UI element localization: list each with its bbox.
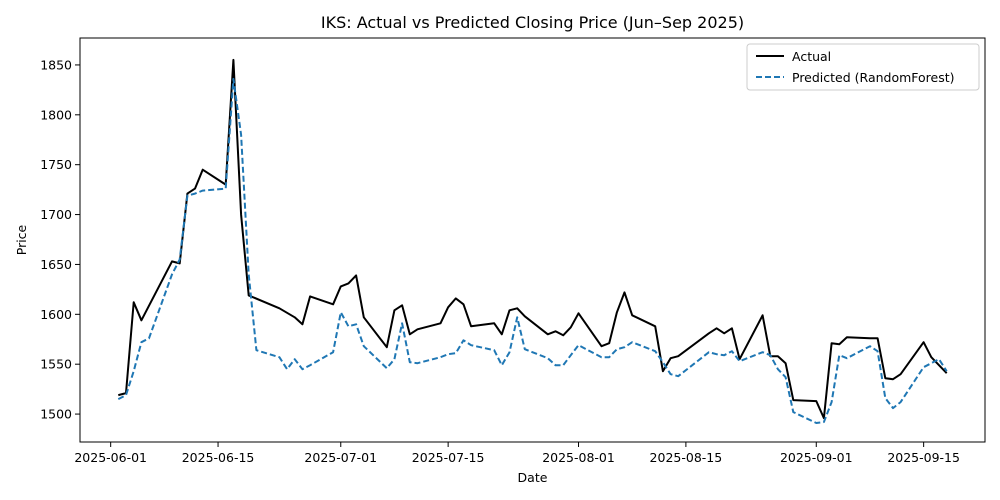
y-tick-label: 1650: [40, 257, 72, 272]
x-axis-title: Date: [518, 470, 548, 485]
chart-title: IKS: Actual vs Predicted Closing Price (…: [321, 13, 744, 32]
series-layer: [117, 58, 948, 424]
legend-label-predicted: Predicted (RandomForest): [792, 70, 955, 85]
x-tick-label: 2025-06-01: [74, 450, 147, 465]
x-tick-label: 2025-07-15: [412, 450, 485, 465]
x-tick-label: 2025-08-15: [650, 450, 723, 465]
y-axis-title: Price: [14, 224, 29, 255]
y-tick-label: 1850: [40, 57, 72, 72]
series-line-predicted: [117, 77, 948, 424]
legend-box: [746, 43, 980, 91]
plot-area-frame: [79, 37, 986, 443]
y-tick-label: 1700: [40, 207, 72, 222]
y-axis: 1500 1550 1600 1650 1700 1750 1800 1850: [40, 57, 80, 422]
x-tick-label: 2025-07-01: [304, 450, 377, 465]
x-tick-label: 2025-09-15: [887, 450, 960, 465]
x-tick-label: 2025-06-15: [182, 450, 255, 465]
legend-label-actual: Actual: [792, 49, 831, 64]
y-tick-label: 1750: [40, 157, 72, 172]
x-tick-label: 2025-08-01: [542, 450, 615, 465]
series-line-actual: [118, 58, 948, 420]
y-tick-label: 1800: [40, 107, 72, 122]
y-tick-label: 1600: [40, 307, 72, 322]
y-tick-label: 1550: [40, 357, 72, 372]
x-tick-label: 2025-09-01: [780, 450, 853, 465]
y-tick-label: 1500: [40, 407, 72, 422]
x-axis: 2025-06-01 2025-06-15 2025-07-01 2025-07-15…: [74, 442, 960, 465]
legend: Actual Predicted (RandomForest): [746, 43, 980, 91]
